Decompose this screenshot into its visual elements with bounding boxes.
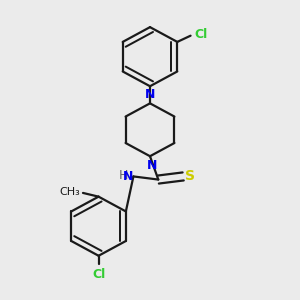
Text: N: N <box>123 170 133 183</box>
Text: Cl: Cl <box>194 28 207 40</box>
Text: N: N <box>145 88 155 101</box>
Text: CH₃: CH₃ <box>60 187 80 197</box>
Text: H: H <box>119 169 128 182</box>
Text: N: N <box>146 159 157 172</box>
Text: S: S <box>185 169 196 183</box>
Text: Cl: Cl <box>92 268 105 281</box>
